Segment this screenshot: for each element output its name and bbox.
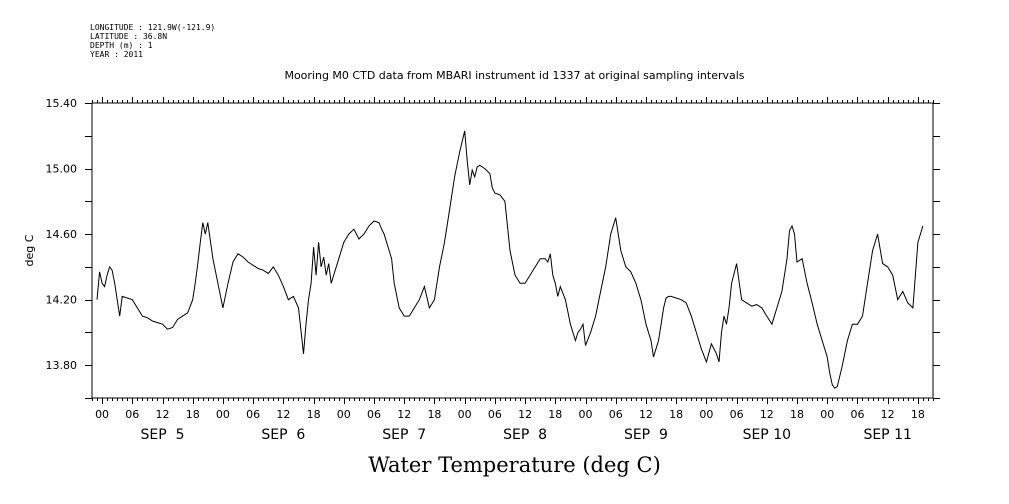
x-tick-label: 18 [307, 408, 321, 421]
x-tick-label: 18 [427, 408, 441, 421]
y-tick-label: 15.40 [46, 97, 78, 110]
x-tick-label: 06 [367, 408, 381, 421]
x-tick-label: 18 [669, 408, 683, 421]
chart-title: Mooring M0 CTD data from MBARI instrumen… [284, 69, 745, 82]
x-tick-label: 00 [95, 408, 109, 421]
x-tick-label: 12 [518, 408, 532, 421]
day-label: SEP 8 [503, 427, 547, 443]
temperature-series-line [96, 130, 924, 389]
y-tick-label: 14.20 [46, 294, 78, 307]
x-tick-label: 06 [730, 408, 744, 421]
x-tick-label: 18 [186, 408, 200, 421]
x-tick-label: 00 [579, 408, 593, 421]
x-axis-title: Water Temperature (deg C) [368, 453, 661, 477]
x-tick-label: 12 [881, 408, 895, 421]
day-label: SEP 6 [261, 427, 305, 443]
x-tick-label: 00 [458, 408, 472, 421]
x-tick-label: 00 [337, 408, 351, 421]
day-label: SEP 10 [743, 427, 791, 443]
x-tick-label: 12 [156, 408, 170, 421]
x-tick-label: 06 [125, 408, 139, 421]
y-ticks [85, 103, 940, 399]
x-tick-label: 06 [488, 408, 502, 421]
y-tick-label: 13.80 [46, 359, 78, 372]
y-tick-label: 14.60 [46, 228, 78, 241]
x-tick-label: 18 [911, 408, 925, 421]
plot-frame [91, 102, 934, 399]
day-label: SEP 11 [863, 427, 911, 443]
x-tick-label: 06 [850, 408, 864, 421]
y-axis-title: deg C [23, 234, 36, 266]
meta-longitude: LONGITUDE : 121.9W(-121.9) [90, 23, 216, 32]
day-label: SEP 9 [624, 427, 668, 443]
x-tick-label: 18 [548, 408, 562, 421]
x-tick-label: 00 [820, 408, 834, 421]
day-label: SEP 5 [141, 427, 185, 443]
x-tick-label: 00 [699, 408, 713, 421]
meta-depth: DEPTH (m) : 1 [90, 41, 153, 50]
x-tick-label: 12 [276, 408, 290, 421]
x-minor-ticks-top [92, 97, 934, 103]
meta-year: YEAR : 2011 [90, 50, 143, 59]
x-tick-label: 06 [246, 408, 260, 421]
x-tick-label: 06 [609, 408, 623, 421]
x-tick-label: 12 [760, 408, 774, 421]
x-tick-label: 12 [639, 408, 653, 421]
day-label: SEP 7 [382, 427, 426, 443]
x-tick-label: 18 [790, 408, 804, 421]
y-tick-label: 15.00 [46, 163, 78, 176]
meta-latitude: LATITUDE : 36.8N [90, 32, 168, 41]
x-tick-label: 12 [397, 408, 411, 421]
x-tick-label: 00 [216, 408, 230, 421]
x-minor-ticks-bottom [92, 398, 934, 404]
